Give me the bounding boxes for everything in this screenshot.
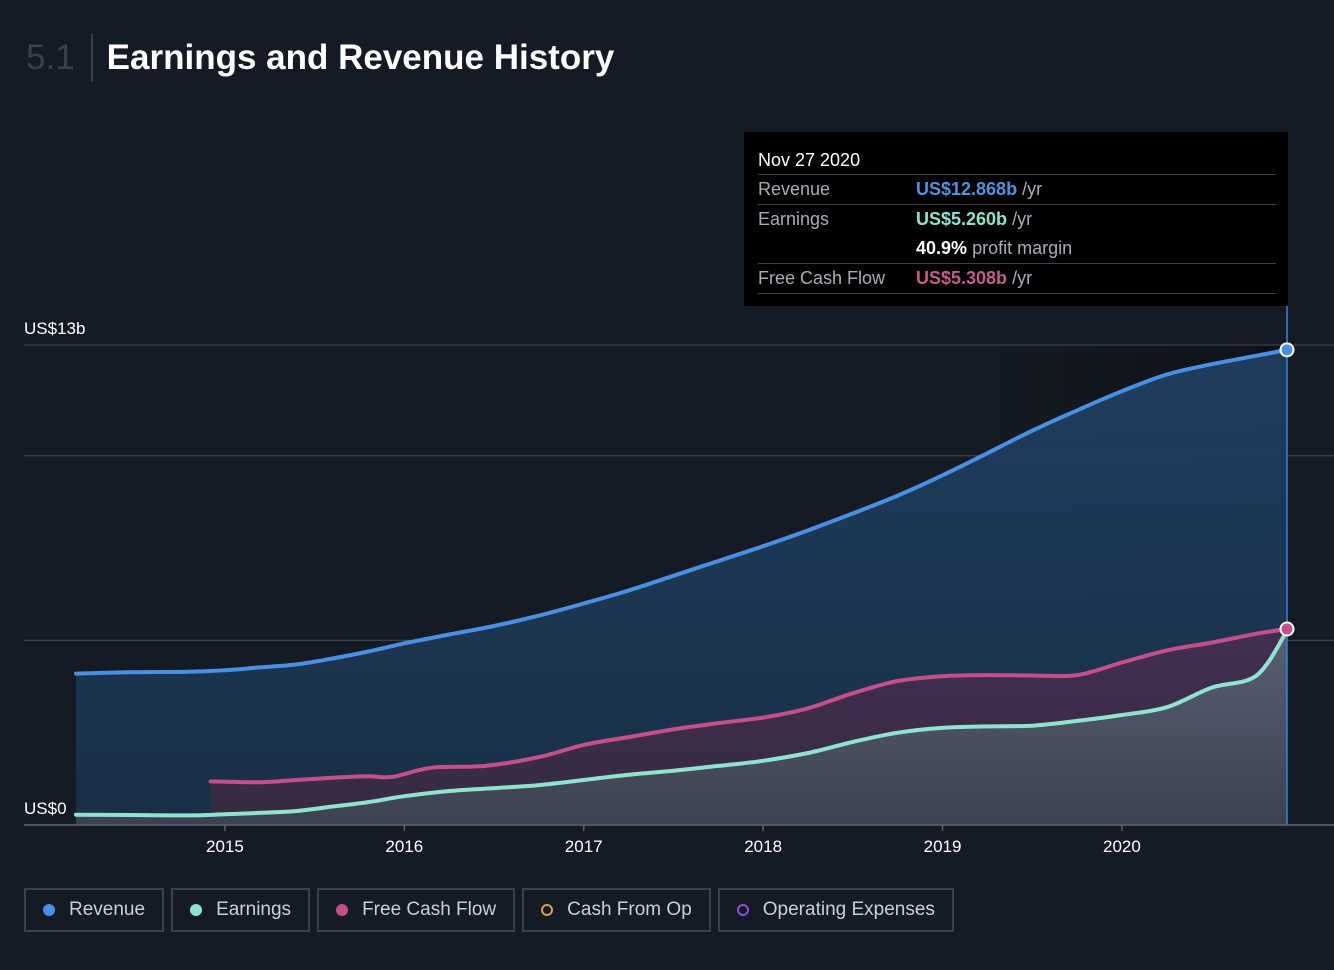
revenue-line bbox=[74, 347, 1289, 676]
tooltip-label: Free Cash Flow bbox=[758, 268, 886, 288]
cash-from-op-ring-icon bbox=[541, 904, 554, 916]
x-tick-label: 2017 bbox=[565, 837, 603, 856]
legend-label: Revenue bbox=[69, 899, 146, 920]
tooltip-unit: /yr bbox=[1012, 268, 1033, 288]
chart-legend: Revenue Earnings Free Cash Flow Cash Fro… bbox=[24, 888, 954, 932]
fcf-dot-icon bbox=[336, 904, 349, 916]
tooltip-unit: /yr bbox=[1012, 209, 1033, 229]
legend-cash-from-op-button[interactable]: Cash From Op bbox=[522, 888, 711, 932]
tooltip-row-fcf: Free Cash Flow US$5.308b /yr bbox=[758, 264, 1276, 294]
section-number: 5.1 bbox=[26, 34, 93, 82]
legend-label: Cash From Op bbox=[567, 899, 692, 920]
legend-revenue-button[interactable]: Revenue bbox=[24, 888, 165, 932]
legend-earnings-button[interactable]: Earnings bbox=[171, 888, 311, 932]
tooltip-value: US$5.308b bbox=[916, 268, 1008, 288]
legend-fcf-button[interactable]: Free Cash Flow bbox=[317, 888, 516, 932]
x-tick-label: 2018 bbox=[744, 837, 782, 856]
x-tick-label: 2015 bbox=[206, 837, 244, 856]
profit-margin-label: profit margin bbox=[972, 238, 1073, 258]
tooltip-label: Earnings bbox=[758, 209, 830, 229]
earnings-line bbox=[74, 628, 1289, 818]
page-title: Earnings and Revenue History bbox=[106, 38, 615, 77]
x-tick-label: 2019 bbox=[924, 837, 962, 856]
tooltip-row-earnings: Earnings US$5.260b /yr 40.9% profit marg… bbox=[758, 205, 1276, 264]
earnings-dot-icon bbox=[190, 904, 203, 916]
fcf-line bbox=[208, 627, 1289, 785]
revenue-dot-icon bbox=[43, 904, 55, 916]
tooltip-unit: /yr bbox=[1022, 179, 1043, 199]
y-tick-label: US$0 bbox=[24, 799, 67, 818]
x-tick-label: 2016 bbox=[385, 837, 423, 856]
fcf-point-marker bbox=[1279, 621, 1295, 637]
tooltip-label: Revenue bbox=[758, 179, 831, 199]
earnings-area bbox=[76, 630, 1287, 825]
tooltip-date: Nov 27 2020 bbox=[758, 146, 1276, 175]
legend-opex-button[interactable]: Operating Expenses bbox=[717, 888, 954, 932]
legend-label: Earnings bbox=[216, 899, 292, 920]
tooltip-row-revenue: Revenue US$12.868b /yr bbox=[758, 175, 1276, 205]
revenue-point-marker bbox=[1279, 342, 1295, 358]
legend-label: Operating Expenses bbox=[762, 899, 935, 920]
header: 5.1 Earnings and Revenue History bbox=[26, 34, 614, 82]
earnings-revenue-chart[interactable]: US$0 US$13b 2015 2016 2017 2018 2019 2020 bbox=[0, 0, 1334, 880]
tooltip-value: US$5.260b bbox=[916, 209, 1008, 229]
profit-margin-value: 40.9% bbox=[916, 238, 968, 258]
y-tick-label: US$13b bbox=[24, 319, 85, 338]
chart-tooltip: Nov 27 2020 Revenue US$12.868b /yr Earni… bbox=[744, 132, 1288, 306]
opex-ring-icon bbox=[736, 904, 749, 916]
x-tick-label: 2020 bbox=[1103, 837, 1141, 856]
tooltip-value: US$12.868b bbox=[916, 179, 1018, 199]
legend-label: Free Cash Flow bbox=[362, 899, 497, 920]
